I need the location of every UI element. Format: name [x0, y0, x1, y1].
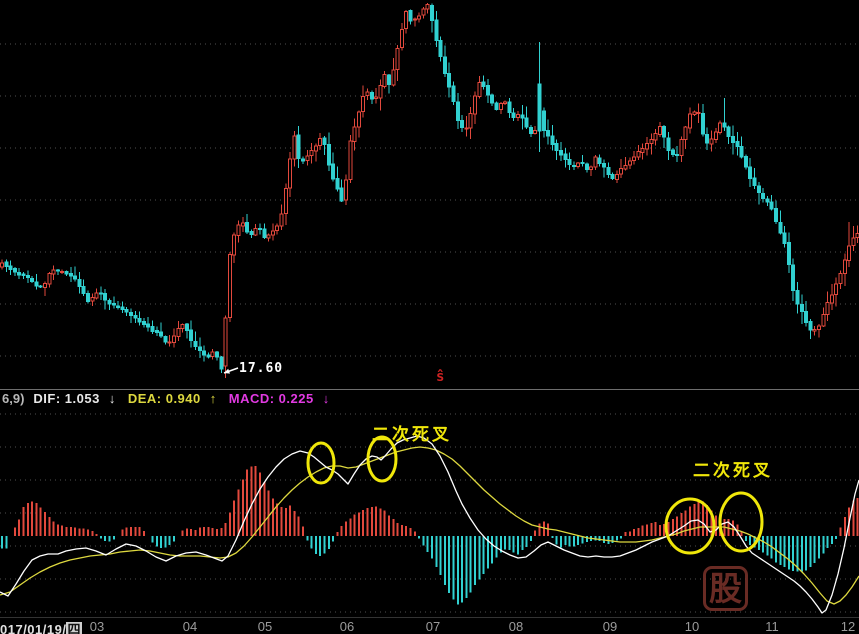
watermark: 股 识吧	[703, 566, 858, 611]
date-text: 017/01/19/	[0, 622, 67, 634]
dif-arrow-icon: ↓	[108, 391, 116, 406]
macd-indicator-header: 6,9) DIF: 1.053 ↓ DEA: 0.940 ↑ MACD: 0.225 ↓	[2, 391, 339, 406]
month-label: 08	[508, 619, 524, 634]
date-label: 017/01/19/四	[0, 619, 82, 634]
watermark-text: 识吧	[758, 566, 858, 611]
month-label: 05	[257, 619, 273, 634]
death-cross-label-2: 二次死叉	[693, 461, 773, 480]
month-label: 07	[425, 619, 441, 634]
death-cross-label-1: 二次死叉	[372, 425, 452, 444]
month-label: 04	[182, 619, 198, 634]
month-label: 12	[840, 619, 856, 634]
date-weekday-highlight: 四	[66, 622, 82, 634]
dif-value: DIF: 1.053	[33, 391, 100, 406]
macd-params-label: 6,9)	[2, 391, 25, 406]
dea-arrow-icon: ↑	[209, 391, 217, 406]
macd-value: MACD: 0.225	[228, 391, 314, 406]
dea-value: DEA: 0.940	[127, 391, 201, 406]
watermark-seal-char: 股	[703, 566, 748, 611]
axis-separator-line	[0, 617, 859, 618]
time-axis: 017/01/19/四 03 04 05 06 07 08 09 10 11 12	[0, 618, 859, 634]
macd-arrow-icon: ↓	[322, 391, 330, 406]
event-marker: ŝ	[436, 369, 445, 385]
price-low-annotation: 17.60	[239, 361, 284, 376]
month-label: 09	[602, 619, 618, 634]
month-label: 03	[89, 619, 105, 634]
month-label: 11	[765, 619, 779, 634]
month-label: 06	[339, 619, 355, 634]
month-label: 10	[684, 619, 700, 634]
panel-separator-line	[0, 389, 859, 390]
